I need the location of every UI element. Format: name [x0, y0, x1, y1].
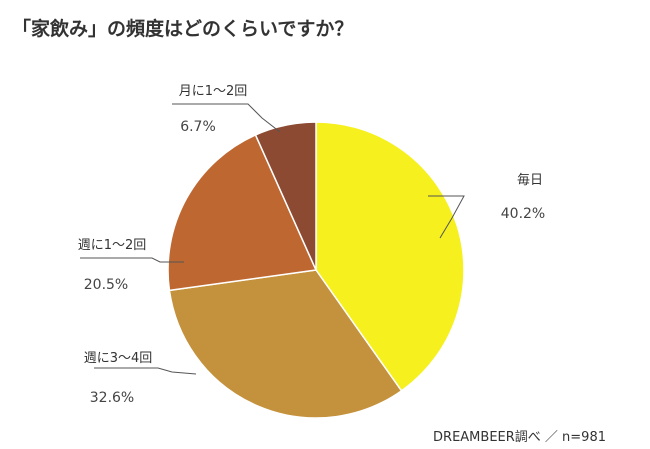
slice-label: 週に1～2回 — [78, 238, 147, 253]
leader-line — [172, 103, 281, 133]
source-note: DREAMBEER調べ ／ n=981 — [433, 430, 606, 445]
pie-slice — [167, 133, 318, 292]
pie-slices — [167, 121, 465, 419]
slice-value-label: 20.5% — [84, 277, 128, 293]
pie-slice — [254, 121, 317, 271]
slice-value-label: 40.2% — [501, 206, 545, 222]
slice-value-label: 6.7% — [180, 119, 216, 135]
slice-label: 週に3～4回 — [84, 351, 153, 366]
chart-title: 「家飲み」の頻度はどのくらいですか？ — [12, 18, 354, 40]
leader-line — [428, 195, 465, 239]
slice-value-label: 32.6% — [90, 390, 134, 406]
pie-slice — [168, 269, 403, 419]
slice-label: 月に1～2回 — [179, 84, 248, 99]
slice-labels: 毎日 40.2% 週に3～4回 32.6% 週に1～2回 20.5% 月に1～2回 6.7% — [78, 84, 546, 406]
slice-label: 毎日 — [517, 172, 543, 188]
leader-line — [80, 257, 184, 263]
pie-slice — [315, 121, 465, 392]
leader-lines — [80, 103, 465, 375]
leader-line — [94, 367, 197, 375]
